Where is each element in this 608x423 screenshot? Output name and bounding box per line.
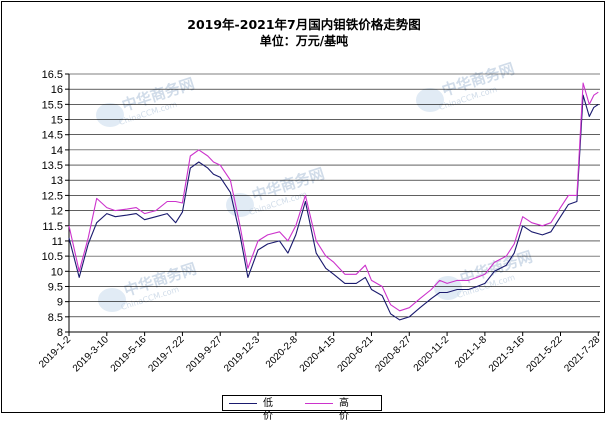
y-tick-label: 10.5 <box>42 251 63 263</box>
x-tick-label: 2020-2-8 <box>264 334 300 370</box>
y-tick-label: 16.5 <box>42 69 63 81</box>
series-line-high <box>68 82 599 312</box>
watermark-globe <box>96 103 124 127</box>
x-tick-label: 2019-9-27 <box>184 334 224 374</box>
watermark-globe <box>416 88 444 112</box>
y-tick-label: 14 <box>51 145 63 157</box>
y-tick-label: 11.5 <box>42 221 63 233</box>
x-tick-label: 2021-7-28 <box>562 334 602 374</box>
watermark-globe <box>226 193 254 217</box>
legend: 低价 高价 <box>222 395 382 422</box>
chart-subtitle: 单位：万元/基吨 <box>259 34 349 48</box>
x-tick-label: 2021-3-16 <box>487 334 527 374</box>
y-tick-label: 12.5 <box>42 190 63 202</box>
y-tick-label: 16 <box>51 84 63 96</box>
y-tick-label: 12 <box>51 206 63 218</box>
watermark-globe <box>98 288 126 312</box>
y-tick-label: 8.5 <box>48 312 63 324</box>
x-tick-label: 2020-8-27 <box>373 334 413 374</box>
x-tick-label: 2020-4-15 <box>298 334 338 374</box>
y-tick-label: 15 <box>51 115 63 127</box>
y-tick-label: 13.5 <box>42 160 63 172</box>
y-tick-label: 11 <box>52 236 63 248</box>
legend-swatch-low <box>229 403 257 404</box>
x-tick-label: 2021-5-22 <box>525 334 565 374</box>
y-tick-label: 9 <box>57 297 63 309</box>
series-line-low <box>68 94 599 321</box>
y-tick-label: 10 <box>51 266 63 278</box>
x-tick-label: 2019-12-3 <box>222 334 262 374</box>
chart-title: 2019年-2021年7月国内钼铁价格走势图 <box>187 17 421 32</box>
y-tick-label: 9.5 <box>48 281 63 293</box>
x-tick-label: 2019-1-2 <box>37 334 73 370</box>
x-tick-label: 2019-5-16 <box>109 334 149 374</box>
watermark-globe <box>434 276 462 300</box>
y-tick-label: 13 <box>51 175 63 187</box>
x-tick-label: 2020-11-2 <box>412 334 452 374</box>
x-tick-label: 2020-6-21 <box>336 334 376 374</box>
y-tick-label: 15.5 <box>42 99 63 111</box>
legend-swatch-high <box>305 403 333 404</box>
x-tick-label: 2021-1-8 <box>453 334 489 370</box>
legend-label-high: 高价 <box>339 398 349 422</box>
legend-label-low: 低价 <box>263 398 273 422</box>
y-tick-label: 14.5 <box>42 130 63 142</box>
x-tick-label: 2019-3-10 <box>71 334 111 374</box>
x-tick-label: 2019-7-22 <box>147 334 187 374</box>
y-tick-label: 8 <box>57 327 63 339</box>
line-chart: 中华商务网ChinaCCM.com中华商务网ChinaCCM.com中华商务网C… <box>37 60 603 375</box>
